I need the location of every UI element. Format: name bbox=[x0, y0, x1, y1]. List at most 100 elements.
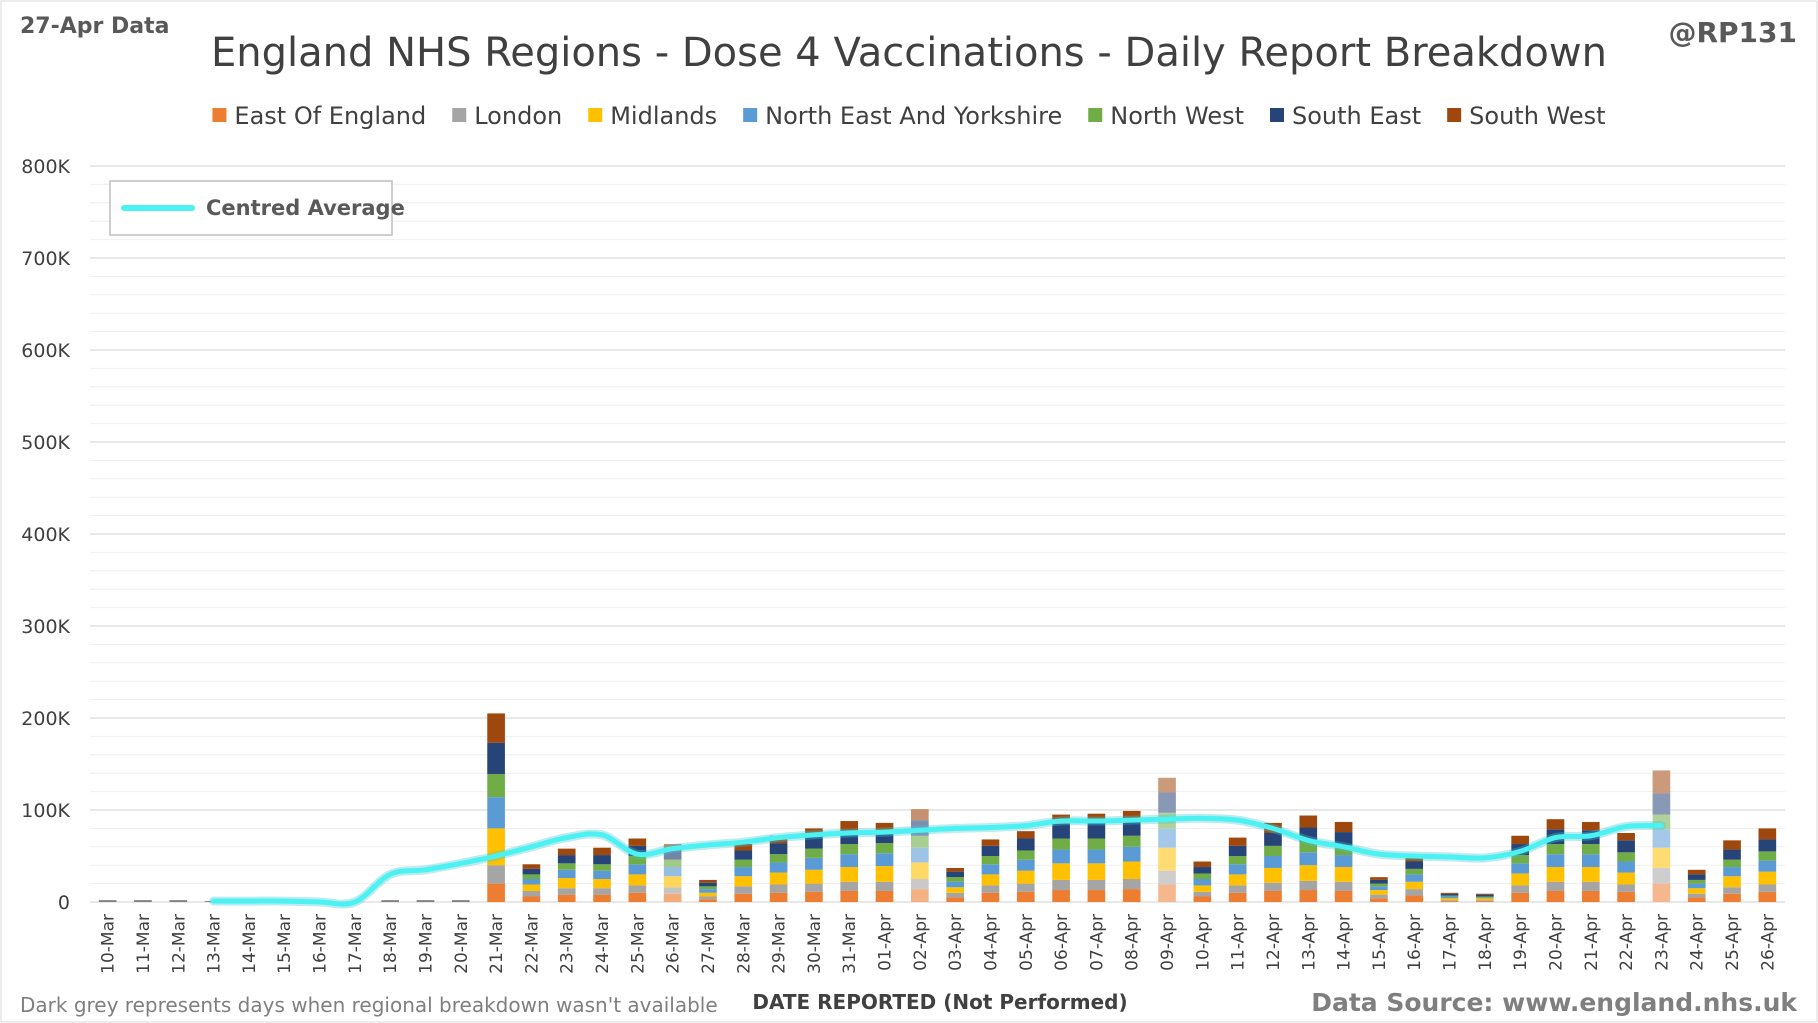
bar-south-east-27-mar bbox=[699, 882, 717, 887]
bar-south-east-28-mar bbox=[734, 850, 753, 860]
bar-south-east-23-mar bbox=[557, 855, 576, 864]
bar-midlands-22-apr bbox=[1617, 872, 1635, 885]
legend-label: South East bbox=[1292, 102, 1421, 130]
bar-east-of-england-07-apr bbox=[1087, 890, 1106, 902]
legend-swatch bbox=[1270, 108, 1285, 122]
bar-london-16-apr bbox=[1405, 889, 1424, 896]
bar-london-31-mar bbox=[840, 881, 859, 891]
bar-east-of-england-23-mar bbox=[557, 894, 576, 902]
bar-north-east-and-yorkshire-19-apr bbox=[1511, 863, 1529, 874]
bar-east-of-england-29-mar bbox=[769, 892, 788, 902]
bar-midlands-21-apr bbox=[1581, 867, 1600, 882]
bar-north-west-22-mar bbox=[522, 874, 541, 879]
bar-midlands-08-apr bbox=[1122, 861, 1141, 879]
bar-south-west-20-apr bbox=[1546, 819, 1565, 830]
bar-south-west-10-apr bbox=[1193, 861, 1212, 868]
bar-south-west-05-apr bbox=[1016, 831, 1035, 839]
bar-london-23-apr bbox=[1652, 867, 1671, 884]
bar-north-east-and-yorkshire-21-apr bbox=[1581, 854, 1600, 868]
bar-north-west-06-apr bbox=[1052, 838, 1070, 850]
bar-midlands-10-apr bbox=[1193, 885, 1212, 892]
bar-south-west-17-apr bbox=[1440, 892, 1459, 894]
bar-south-east-25-apr bbox=[1723, 849, 1741, 860]
bar-south-west-25-apr bbox=[1723, 840, 1741, 850]
y-tick-label: 700K bbox=[21, 248, 70, 270]
bar-east-of-england-12-apr bbox=[1264, 890, 1282, 902]
bar-south-east-30-mar bbox=[805, 836, 823, 849]
bar-london-15-apr bbox=[1370, 894, 1388, 899]
x-tick-label: 23-Apr bbox=[1652, 914, 1672, 971]
x-tick-label: 24-Apr bbox=[1688, 914, 1708, 971]
x-tick-label: 11-Mar bbox=[134, 914, 154, 974]
x-tick-label: 08-Apr bbox=[1123, 914, 1143, 971]
x-tick-label: 11-Apr bbox=[1229, 914, 1249, 971]
bar-south-west-27-mar bbox=[699, 879, 717, 883]
bar-north-west-25-mar bbox=[628, 856, 647, 865]
x-tick-label: 13-Apr bbox=[1299, 914, 1319, 971]
legend-item-north-west: North West bbox=[1088, 102, 1244, 130]
bar-north-west-29-mar bbox=[769, 854, 788, 863]
bar-north-west-18-apr bbox=[1476, 896, 1494, 898]
x-tick-label: 03-Apr bbox=[946, 914, 966, 971]
bar-london-14-apr bbox=[1334, 881, 1353, 891]
x-axis-title: DATE REPORTED (Not Performed) bbox=[752, 990, 1127, 1014]
bar-midlands-28-mar bbox=[734, 876, 753, 887]
bar-midlands-05-apr bbox=[1016, 870, 1035, 884]
bar-london-10-apr bbox=[1193, 891, 1212, 897]
bar-north-east-and-yorkshire-02-apr bbox=[911, 847, 929, 863]
bar-north-west-19-apr bbox=[1511, 855, 1529, 864]
bar-north-east-and-yorkshire-04-apr bbox=[981, 864, 1000, 875]
bar-north-west-26-apr bbox=[1758, 851, 1777, 861]
legend-swatch bbox=[743, 108, 758, 122]
x-tick-label: 16-Mar bbox=[311, 914, 331, 974]
bar-south-west-13-apr bbox=[1299, 815, 1318, 828]
line-legend-label: Centred Average bbox=[206, 196, 405, 220]
bar-north-east-and-yorkshire-30-mar bbox=[805, 857, 823, 870]
x-tick-label: 02-Apr bbox=[911, 914, 931, 971]
legend-swatch bbox=[1447, 108, 1462, 122]
bar-south-east-22-apr bbox=[1617, 840, 1635, 853]
bar-south-east-05-apr bbox=[1016, 838, 1035, 851]
bar-east-of-england-21-mar bbox=[487, 883, 505, 902]
x-tick-label: 14-Mar bbox=[240, 914, 260, 974]
bar-east-of-england-25-apr bbox=[1723, 893, 1741, 902]
bar-south-east-04-apr bbox=[981, 845, 1000, 856]
bar-east-of-england-22-mar bbox=[522, 896, 541, 902]
x-tick-label: 28-Mar bbox=[734, 914, 754, 974]
bar-east-of-england-11-apr bbox=[1228, 892, 1247, 902]
bar-london-21-apr bbox=[1581, 881, 1600, 891]
bar-north-west-13-apr bbox=[1299, 841, 1318, 853]
bar-north-east-and-yorkshire-25-apr bbox=[1723, 867, 1741, 877]
bar-north-east-and-yorkshire-09-apr bbox=[1158, 828, 1176, 848]
data-source: Data Source: www.england.nhs.uk bbox=[1311, 988, 1798, 1017]
bar-south-east-07-apr bbox=[1087, 822, 1106, 839]
bar-north-east-and-yorkshire-20-apr bbox=[1546, 854, 1565, 868]
bar-north-west-21-apr bbox=[1581, 844, 1600, 855]
bar-midlands-23-apr bbox=[1652, 847, 1671, 868]
bar-london-01-apr bbox=[875, 881, 894, 891]
bar-east-of-england-16-apr bbox=[1405, 895, 1424, 902]
x-tick-label: 10-Mar bbox=[99, 914, 119, 974]
bar-north-west-31-mar bbox=[840, 844, 859, 855]
bar-north-west-07-apr bbox=[1087, 838, 1106, 850]
bar-unattributed-20-mar bbox=[451, 900, 470, 902]
x-tick-label: 16-Apr bbox=[1405, 914, 1425, 971]
legend-item-london: London bbox=[452, 102, 562, 130]
legend-label: Midlands bbox=[610, 102, 717, 130]
legend-item-south-west: South West bbox=[1447, 102, 1606, 130]
bar-south-west-15-apr bbox=[1370, 877, 1388, 880]
x-tick-label: 29-Mar bbox=[770, 914, 790, 974]
bar-south-west-26-apr bbox=[1758, 828, 1777, 840]
bar-east-of-england-22-apr bbox=[1617, 891, 1635, 902]
legend-swatch bbox=[212, 108, 227, 122]
bar-midlands-27-mar bbox=[699, 892, 717, 897]
x-tick-label: 13-Mar bbox=[205, 914, 225, 974]
bar-north-east-and-yorkshire-24-apr bbox=[1687, 883, 1706, 889]
bar-london-17-apr bbox=[1440, 900, 1459, 902]
legend-swatch bbox=[588, 108, 603, 122]
legend-label: London bbox=[474, 102, 562, 130]
bar-north-west-10-apr bbox=[1193, 873, 1212, 879]
bar-north-west-26-mar bbox=[663, 859, 682, 868]
bar-north-west-16-apr bbox=[1405, 868, 1424, 875]
